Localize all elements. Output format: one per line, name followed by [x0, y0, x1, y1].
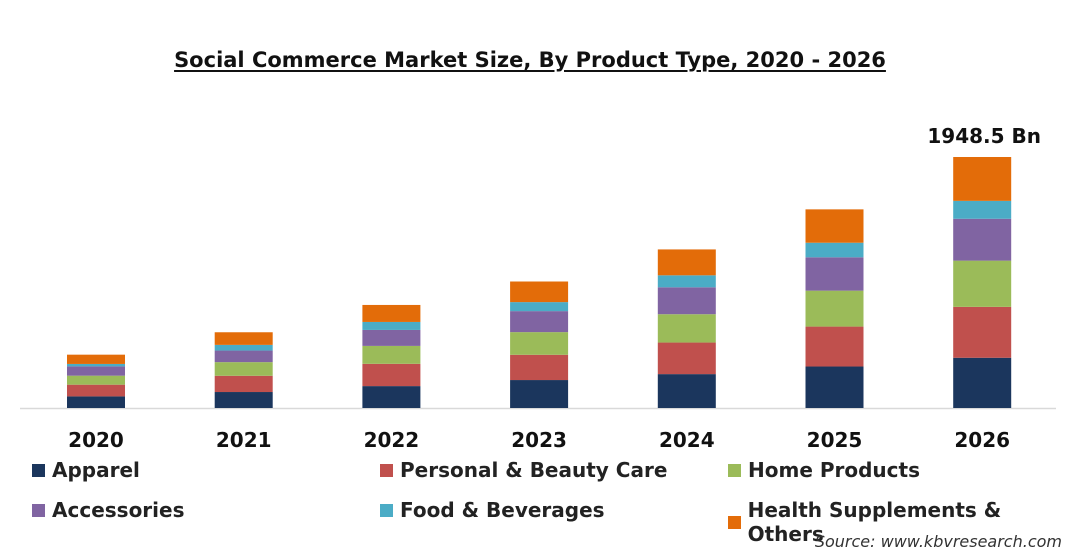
bar-segment-2022-0	[362, 386, 421, 408]
bar-segment-2023-4	[510, 302, 569, 312]
legend-item: Personal & Beauty Care	[380, 458, 667, 482]
bar-segment-2020-4	[67, 363, 125, 367]
chart-title-text: Social Commerce Market Size, By Product …	[174, 48, 886, 72]
legend-label: Personal & Beauty Care	[400, 458, 668, 482]
total-annotation: 1948.5 Bn	[927, 124, 1041, 148]
bar-segment-2024-0	[657, 374, 716, 408]
x-tick-label: 2020	[68, 428, 124, 452]
x-tick-label: 2026	[954, 428, 1010, 452]
bar-segment-2021-3	[214, 350, 273, 363]
legend-swatch	[728, 463, 741, 477]
bar-segment-2022-3	[362, 329, 421, 346]
bar-segment-2026-3	[953, 218, 1012, 261]
bar-segment-2024-2	[657, 314, 716, 343]
x-tick-label: 2022	[364, 428, 420, 452]
bar-segment-2021-0	[214, 392, 273, 408]
bar-segment-2023-1	[510, 354, 569, 381]
x-tick-label: 2025	[807, 428, 863, 452]
bar-segment-2024-3	[657, 287, 716, 315]
legend-item: Health Supplements & Others	[728, 498, 1074, 546]
source-text: Source: www.kbvresearch.com	[814, 532, 1062, 551]
bar-segment-2022-1	[362, 363, 421, 387]
bar-segment-2020-3	[67, 366, 125, 376]
legend-swatch	[380, 463, 393, 477]
bar-segment-2026-5	[953, 157, 1012, 201]
legend-label: Food & Beverages	[400, 498, 605, 522]
bar-segment-2020-2	[67, 375, 125, 385]
bar-segment-2025-5	[805, 209, 864, 243]
legend-item: Apparel	[32, 458, 140, 482]
bar-segment-2024-4	[657, 275, 716, 288]
x-tick-label: 2021	[216, 428, 272, 452]
bar-segment-2020-0	[67, 396, 125, 408]
bar-segment-2024-5	[657, 249, 716, 276]
bar-segment-2025-3	[805, 257, 864, 291]
legend-swatch	[380, 503, 393, 517]
x-tick-label: 2023	[511, 428, 567, 452]
legend-swatch	[32, 503, 45, 517]
bar-segment-2021-5	[214, 332, 273, 345]
bar-segment-2020-1	[67, 384, 125, 397]
bar-segment-2025-2	[805, 290, 864, 327]
bar-segment-2023-5	[510, 281, 569, 303]
bar-segment-2026-0	[953, 357, 1012, 408]
legend-item: Accessories	[32, 498, 185, 522]
x-tick-label: 2024	[659, 428, 715, 452]
bar-segment-2023-2	[510, 332, 569, 355]
bar-segment-2023-3	[510, 311, 569, 333]
bar-segment-2025-4	[805, 242, 864, 258]
legend-label: Health Supplements & Others	[747, 498, 1002, 546]
bar-segment-2021-2	[214, 362, 273, 376]
bar-segment-2021-1	[214, 375, 273, 393]
bar-segment-2020-5	[67, 354, 125, 364]
bar-segment-2023-0	[510, 380, 569, 408]
bar-segment-2022-4	[362, 321, 421, 330]
chart-title: Social Commerce Market Size, By Product …	[0, 48, 1060, 72]
bar-segment-2022-2	[362, 345, 421, 364]
legend-item: Home Products	[728, 458, 920, 482]
bar-segment-2025-1	[805, 326, 864, 367]
legend-item: Food & Beverages	[380, 498, 605, 522]
bar-segment-2021-4	[214, 344, 273, 351]
bar-segment-2026-1	[953, 306, 1012, 358]
bar-segment-2026-2	[953, 260, 1012, 307]
bar-segment-2024-1	[657, 342, 716, 375]
bar-segment-2025-0	[805, 366, 864, 408]
legend-label: Apparel	[52, 458, 140, 482]
legend-swatch	[728, 515, 741, 529]
legend-swatch	[32, 463, 45, 477]
bar-segment-2026-4	[953, 200, 1012, 219]
bar-segment-2022-5	[362, 304, 421, 322]
legend-label: Home Products	[748, 458, 920, 482]
legend-label: Accessories	[52, 498, 185, 522]
